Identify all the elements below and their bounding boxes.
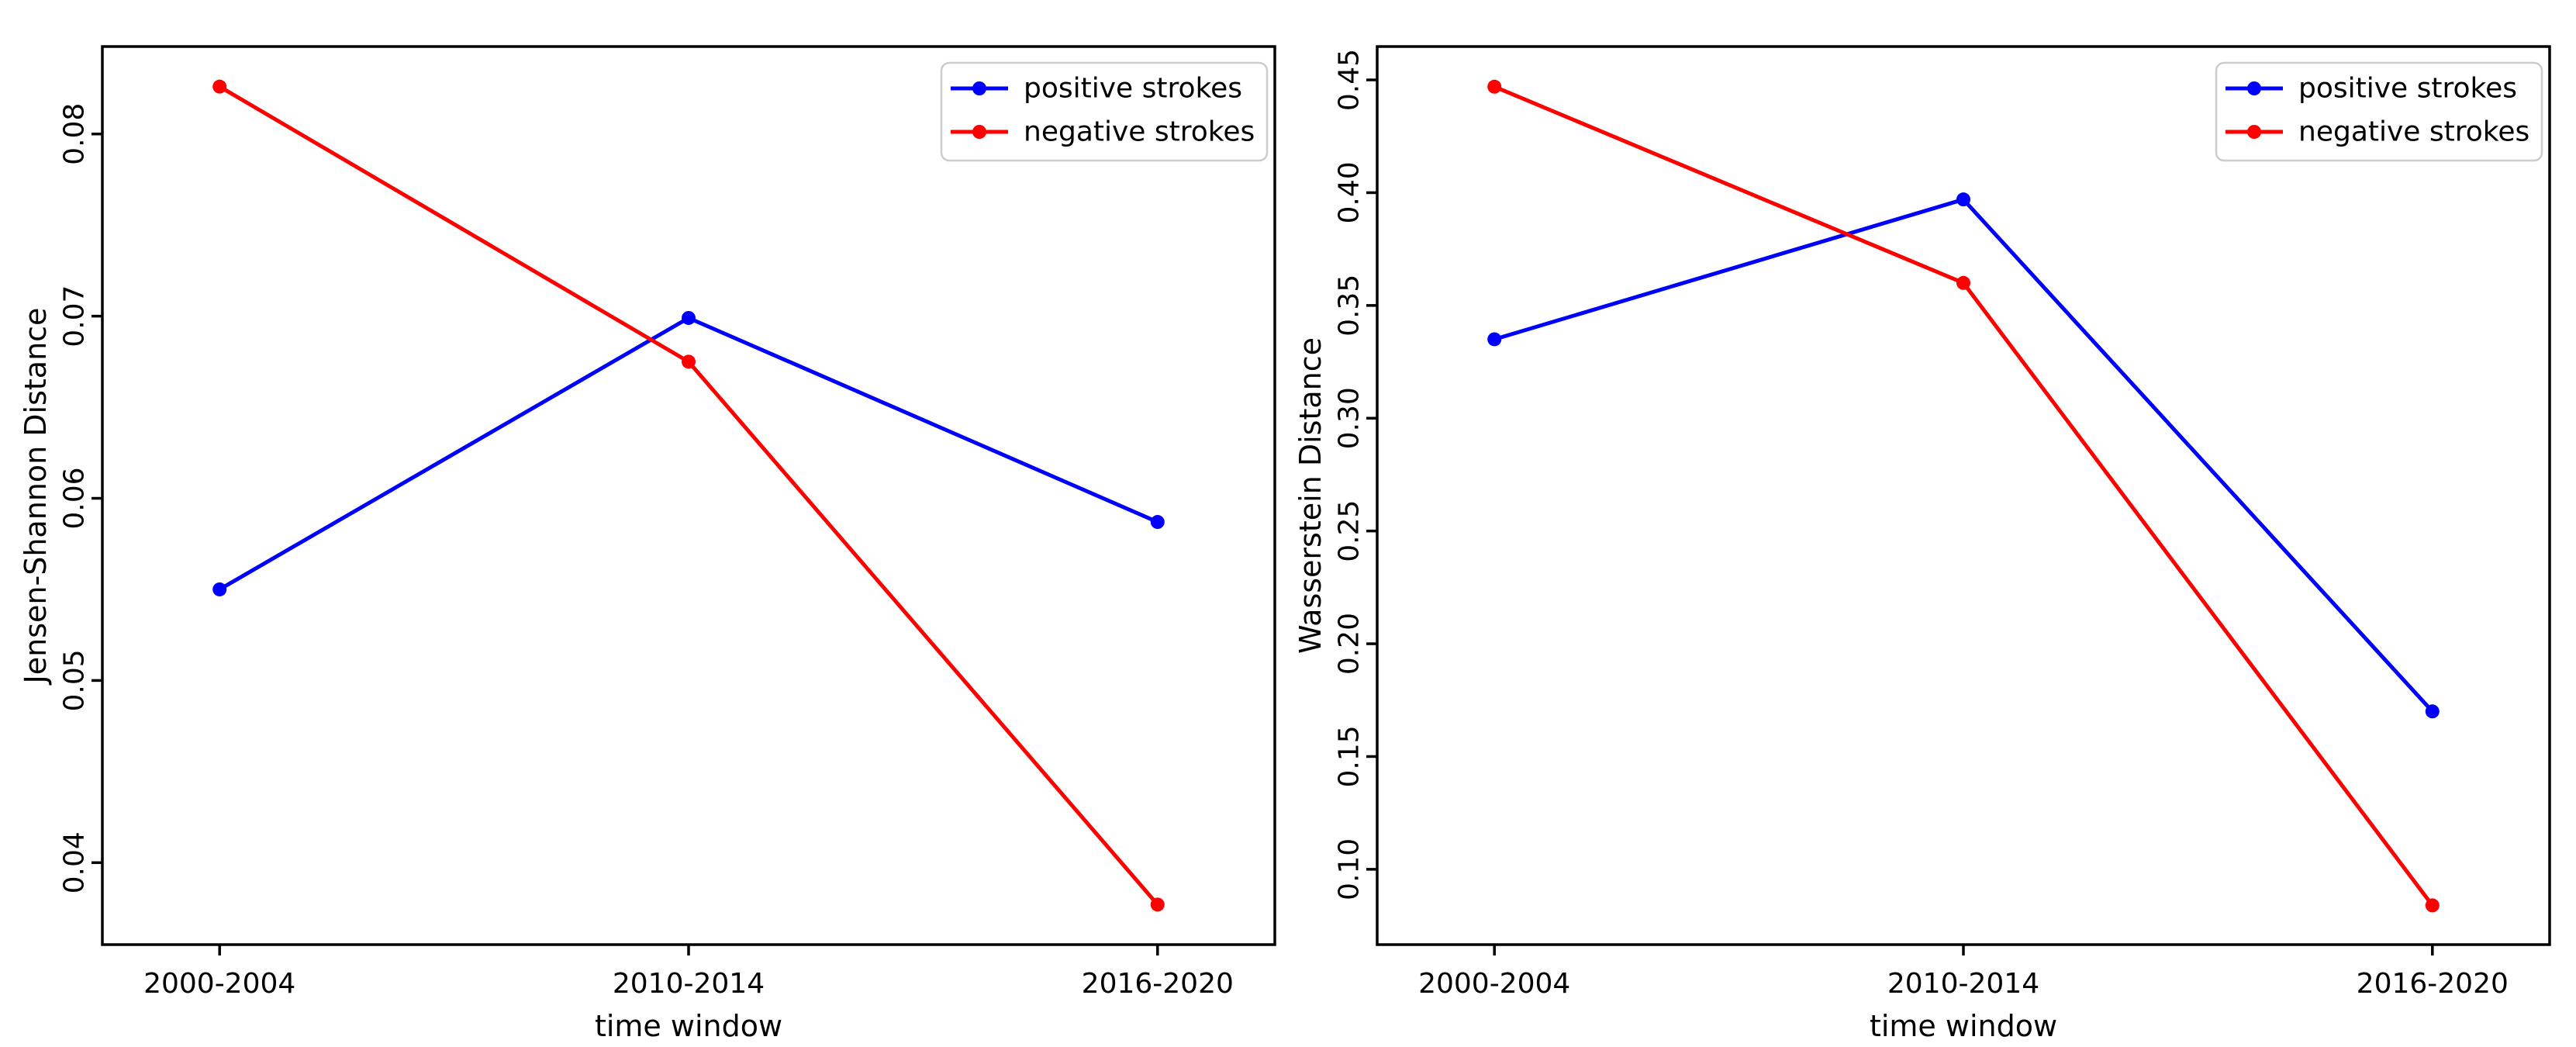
x-tick-label: 2010-2014 bbox=[613, 968, 765, 1000]
x-tick-label: 2000-2004 bbox=[1418, 968, 1570, 1000]
y-tick-label: 0.15 bbox=[1334, 725, 1366, 787]
legend-marker-dot bbox=[972, 125, 986, 139]
data-point-negative-strokes bbox=[212, 79, 227, 94]
data-point-negative-strokes bbox=[682, 354, 696, 369]
data-point-positive-strokes bbox=[682, 310, 696, 325]
data-point-positive-strokes bbox=[212, 582, 227, 596]
y-tick-label: 0.04 bbox=[59, 831, 91, 893]
x-tick-label: 2016-2020 bbox=[2357, 968, 2509, 1000]
y-tick-label: 0.05 bbox=[59, 649, 91, 711]
y-axis-label: Wasserstein Distance bbox=[1293, 337, 1328, 654]
y-tick-label: 0.06 bbox=[59, 467, 91, 529]
data-point-negative-strokes bbox=[1487, 79, 1502, 94]
y-tick-label: 0.08 bbox=[59, 103, 91, 165]
legend-item-negative-strokes: negative strokes bbox=[951, 116, 1255, 148]
legend: positive strokes negative strokes bbox=[2215, 61, 2543, 162]
legend-marker-dot bbox=[2247, 125, 2261, 139]
data-point-negative-strokes bbox=[1150, 897, 1165, 912]
y-tick-label: 0.35 bbox=[1334, 275, 1366, 337]
legend-label: negative strokes bbox=[1024, 116, 1255, 148]
y-tick-label: 0.20 bbox=[1334, 613, 1366, 675]
x-tick-label: 2016-2020 bbox=[1082, 968, 1234, 1000]
series-line-negative-strokes bbox=[217, 85, 1160, 907]
plot-border bbox=[1376, 45, 2551, 946]
series-line-negative-strokes bbox=[1492, 85, 2435, 907]
legend: positive strokes negative strokes bbox=[940, 61, 1269, 162]
data-point-positive-strokes bbox=[1150, 515, 1165, 530]
x-axis-label: time window bbox=[1870, 1009, 2057, 1043]
legend-label: positive strokes bbox=[1024, 73, 1242, 105]
data-point-negative-strokes bbox=[1956, 275, 1970, 290]
legend-box bbox=[940, 61, 1269, 162]
legend-label: negative strokes bbox=[2298, 116, 2529, 148]
chart-jensen-shannon: 0.04 0.05 0.06 0.07 0.08 2000-2004 2010-2014 20… bbox=[19, 45, 1276, 1043]
y-tick-label: 0.40 bbox=[1334, 161, 1366, 223]
x-tick-label: 2000-2004 bbox=[143, 968, 295, 1000]
x-axis-label: time window bbox=[595, 1009, 782, 1043]
y-tick-label: 0.07 bbox=[59, 285, 91, 347]
legend-item-negative-strokes: negative strokes bbox=[2226, 116, 2529, 148]
y-axis-label: Jensen-Shannon Distance bbox=[19, 308, 53, 686]
legend-box bbox=[2215, 61, 2543, 162]
legend-item-positive-strokes: positive strokes bbox=[2226, 73, 2517, 105]
data-point-positive-strokes bbox=[2425, 704, 2440, 719]
y-tick-label: 0.25 bbox=[1334, 500, 1366, 562]
y-tick-label: 0.10 bbox=[1334, 838, 1366, 900]
chart-wasserstein: 0.10 0.15 0.20 0.25 0.30 0.35 0.40 0.45 2000-200… bbox=[1293, 45, 2551, 1043]
data-point-positive-strokes bbox=[1956, 192, 1970, 207]
data-point-negative-strokes bbox=[2425, 898, 2440, 913]
legend-marker-dot bbox=[972, 81, 986, 95]
legend-marker-dot bbox=[2247, 81, 2261, 95]
legend-item-positive-strokes: positive strokes bbox=[951, 73, 1242, 105]
data-point-positive-strokes bbox=[1487, 332, 1502, 347]
x-tick-label: 2010-2014 bbox=[1887, 968, 2039, 1000]
y-tick-label: 0.30 bbox=[1334, 387, 1366, 449]
y-tick-label: 0.45 bbox=[1334, 49, 1366, 111]
legend-label: positive strokes bbox=[2298, 73, 2517, 105]
